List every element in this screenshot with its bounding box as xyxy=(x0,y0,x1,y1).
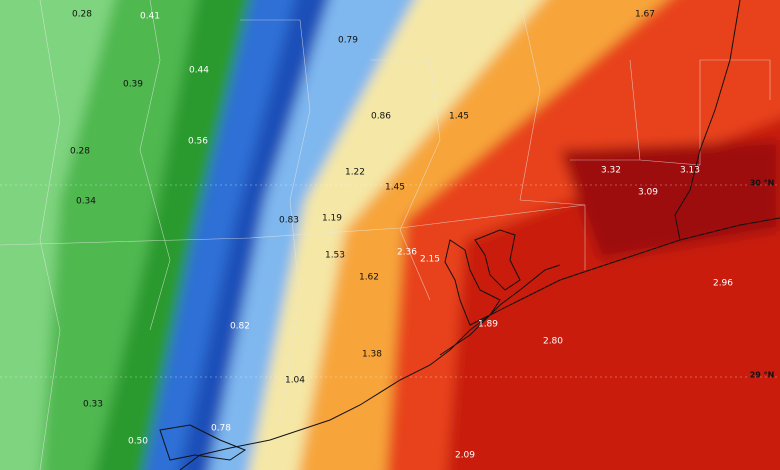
value-label: 3.09 xyxy=(638,188,658,198)
value-label: 1.38 xyxy=(362,350,382,360)
value-label: 2.80 xyxy=(543,337,563,347)
value-label: 0.56 xyxy=(188,137,208,147)
value-label: 1.22 xyxy=(345,168,365,178)
value-label: 1.45 xyxy=(449,112,469,122)
value-label: 0.44 xyxy=(189,66,209,76)
value-label: 2.36 xyxy=(397,248,417,258)
value-label: 0.28 xyxy=(72,10,92,20)
value-label: 1.53 xyxy=(325,251,345,261)
latitude-label: 29 °N xyxy=(750,371,775,380)
value-label: 0.83 xyxy=(279,216,299,226)
value-label: 2.09 xyxy=(455,451,475,461)
value-label: 0.28 xyxy=(70,147,90,157)
coastline xyxy=(159,0,780,470)
value-label: 0.39 xyxy=(123,80,143,90)
value-label: 1.45 xyxy=(385,183,405,193)
value-label: 0.34 xyxy=(76,197,96,207)
value-label: 0.41 xyxy=(140,12,160,22)
value-label: 0.82 xyxy=(230,322,250,332)
value-label: 1.67 xyxy=(635,10,655,20)
value-labels: 0.28 0.41 0.44 0.39 0.79 0.86 1.45 1.67 0.28 0.56… xyxy=(70,10,774,461)
value-label: 1.89 xyxy=(478,320,498,330)
value-label: 1.04 xyxy=(285,376,305,386)
value-label: 1.62 xyxy=(359,273,379,283)
value-label: 0.50 xyxy=(128,437,148,447)
value-label: 2.96 xyxy=(713,279,733,289)
value-label: 3.13 xyxy=(680,166,700,176)
value-label: 1.19 xyxy=(322,214,342,224)
grid-lines xyxy=(0,184,780,378)
value-label: 0.78 xyxy=(211,424,231,434)
value-label: 0.86 xyxy=(371,112,391,122)
value-label: 2.15 xyxy=(420,255,440,265)
latitude-label: 30 °N xyxy=(750,179,775,188)
value-label: 0.79 xyxy=(338,36,358,46)
value-label: 3.32 xyxy=(601,166,621,176)
value-label: 0.33 xyxy=(83,400,103,410)
